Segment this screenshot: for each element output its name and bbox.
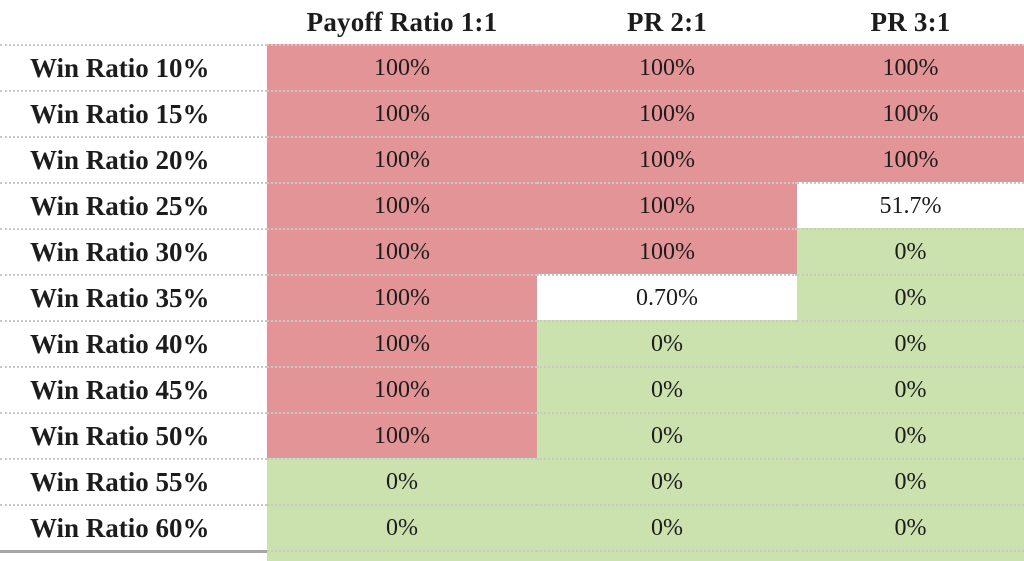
cell-value: 0%: [537, 366, 797, 412]
row-label: Win Ratio 25%: [0, 182, 267, 228]
cell-value: 0%: [537, 504, 797, 550]
cell-value: 0%: [267, 458, 537, 504]
cell-value: 0%: [797, 274, 1024, 320]
column-header-payoff-1-1: Payoff Ratio 1:1: [267, 0, 537, 44]
cell-value: 100%: [267, 366, 537, 412]
cell-value: 100%: [537, 44, 797, 90]
table-bottom-edge-cell: [797, 550, 1024, 561]
row-label: Win Ratio 60%: [0, 504, 267, 550]
row-label: Win Ratio 10%: [0, 44, 267, 90]
row-label: Win Ratio 40%: [0, 320, 267, 366]
cell-value: 100%: [267, 228, 537, 274]
cell-value: 100%: [537, 228, 797, 274]
cell-value: 0%: [797, 504, 1024, 550]
table-bottom-edge-label: [0, 550, 267, 561]
cell-value: 0%: [797, 458, 1024, 504]
cell-value: 100%: [267, 136, 537, 182]
row-label: Win Ratio 20%: [0, 136, 267, 182]
cell-value: 100%: [267, 90, 537, 136]
row-label: Win Ratio 50%: [0, 412, 267, 458]
cell-value: 100%: [267, 44, 537, 90]
cell-value: 100%: [797, 136, 1024, 182]
cell-value: 0%: [797, 412, 1024, 458]
cell-value: 0%: [797, 320, 1024, 366]
cell-value: 100%: [267, 182, 537, 228]
cell-value: 100%: [267, 274, 537, 320]
cell-value: 0%: [537, 412, 797, 458]
cell-value: 100%: [537, 90, 797, 136]
cell-value: 100%: [267, 320, 537, 366]
cell-value: 100%: [267, 412, 537, 458]
column-header-pr-3-1: PR 3:1: [797, 0, 1024, 44]
cell-value: 0%: [797, 228, 1024, 274]
row-label: Win Ratio 45%: [0, 366, 267, 412]
cell-value: 100%: [797, 44, 1024, 90]
row-label: Win Ratio 35%: [0, 274, 267, 320]
cell-value: 51.7%: [797, 182, 1024, 228]
corner-cell: [0, 0, 267, 44]
cell-value: 0%: [797, 366, 1024, 412]
table-bottom-edge-cell: [267, 550, 537, 561]
table-bottom-edge-cell: [537, 550, 797, 561]
cell-value: 100%: [537, 182, 797, 228]
cell-value: 100%: [797, 90, 1024, 136]
cell-value: 0.70%: [537, 274, 797, 320]
cell-value: 0%: [537, 458, 797, 504]
row-label: Win Ratio 15%: [0, 90, 267, 136]
cell-value: 0%: [537, 320, 797, 366]
cell-value: 100%: [537, 136, 797, 182]
cell-value: 0%: [267, 504, 537, 550]
column-header-pr-2-1: PR 2:1: [537, 0, 797, 44]
row-label: Win Ratio 30%: [0, 228, 267, 274]
row-label: Win Ratio 55%: [0, 458, 267, 504]
